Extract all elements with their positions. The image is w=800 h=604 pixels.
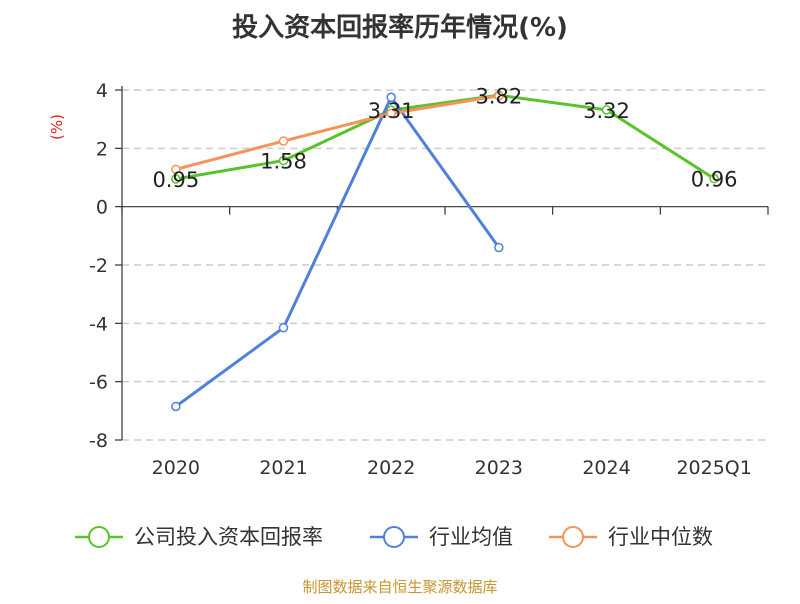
data-point bbox=[171, 401, 181, 412]
legend-item: 行业均值 bbox=[370, 525, 513, 549]
legend-swatch-marker bbox=[383, 526, 405, 548]
y-tick-label: 0 bbox=[96, 197, 108, 219]
x-tick-label: 2023 bbox=[475, 457, 523, 479]
data-point bbox=[278, 322, 289, 333]
legend-swatch-marker bbox=[562, 526, 584, 548]
data-point bbox=[494, 91, 504, 101]
series-2 bbox=[171, 91, 504, 175]
data-label: 3.31 bbox=[368, 99, 415, 123]
chart-title: 投入资本回报率历年情况(%) bbox=[232, 12, 568, 43]
source-note: 制图数据来自恒生聚源数据库 bbox=[302, 578, 497, 596]
data-point bbox=[386, 92, 396, 103]
legend-label: 公司投入资本回报率 bbox=[134, 525, 323, 549]
data-point bbox=[278, 155, 289, 166]
legend-label: 行业中位数 bbox=[608, 525, 713, 549]
legend-label: 行业均值 bbox=[429, 525, 513, 549]
legend-item: 行业中位数 bbox=[549, 525, 713, 549]
y-axis-label: (%) bbox=[48, 114, 66, 140]
data-label: 3.82 bbox=[475, 84, 522, 108]
y-tick-label: -8 bbox=[89, 430, 108, 452]
legend-item: 公司投入资本回报率 bbox=[75, 525, 323, 549]
series-line bbox=[175, 94, 500, 171]
x-tick-label: 2024 bbox=[582, 457, 630, 479]
series-1 bbox=[171, 92, 504, 412]
legend: 公司投入资本回报率 行业均值 行业中位数 bbox=[75, 525, 713, 549]
series-layer bbox=[171, 90, 719, 412]
data-point bbox=[171, 164, 181, 175]
data-point bbox=[601, 105, 612, 115]
data-labels: 0.95 1.58 3.31 3.82 3.32 0.96 bbox=[152, 84, 737, 192]
data-label: 3.32 bbox=[583, 99, 630, 123]
x-tick-label: 2022 bbox=[367, 457, 415, 479]
axes: 4 2 0 -2 -4 -6 -8 2020 2021 2022 2023 2024 2025Q1 bbox=[89, 80, 769, 479]
data-label: 1.58 bbox=[260, 150, 307, 174]
legend-swatch-marker bbox=[88, 526, 110, 548]
x-tick-label: 2020 bbox=[152, 457, 200, 479]
data-point bbox=[494, 242, 504, 253]
data-point bbox=[278, 136, 289, 146]
data-point bbox=[709, 173, 719, 184]
x-tick-label: 2021 bbox=[259, 457, 307, 479]
y-tick-label: 2 bbox=[96, 138, 108, 160]
series-line bbox=[175, 93, 715, 181]
data-point bbox=[171, 174, 181, 184]
data-label: 0.95 bbox=[152, 168, 199, 192]
y-tick-label: -2 bbox=[89, 255, 108, 277]
grid bbox=[122, 89, 768, 441]
y-tick-label: 4 bbox=[96, 80, 108, 102]
y-tick-label: -4 bbox=[89, 313, 108, 335]
y-tick-label: -6 bbox=[89, 372, 108, 394]
data-label: 0.96 bbox=[691, 168, 738, 192]
data-point bbox=[386, 108, 396, 119]
series-line bbox=[174, 95, 501, 408]
x-tick-label: 2025Q1 bbox=[676, 457, 751, 479]
